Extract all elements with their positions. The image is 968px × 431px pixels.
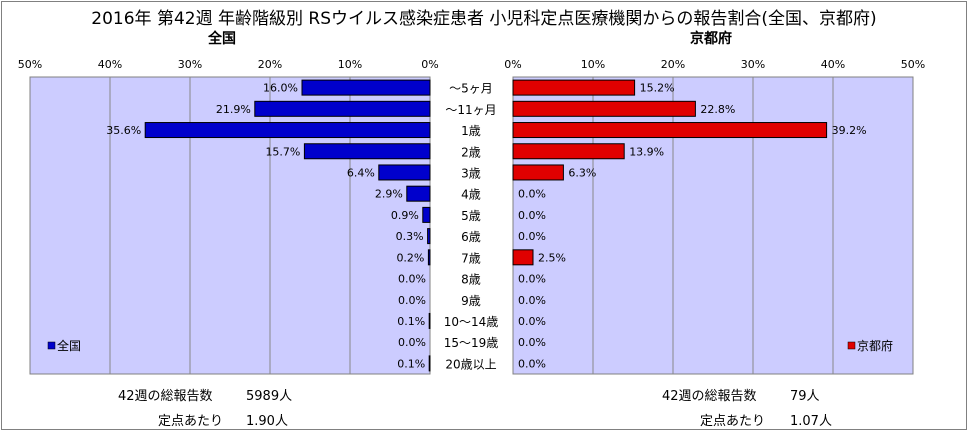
national-total-value: 5989人 xyxy=(246,389,293,404)
kyoto-per-label: 定点あたり xyxy=(700,414,766,429)
national-data-label: 0.3% xyxy=(396,230,424,243)
kyoto-tick-label: 0% xyxy=(504,58,521,71)
category-label: 4歳 xyxy=(461,188,481,202)
national-bar xyxy=(406,185,431,202)
category-label: 6歳 xyxy=(461,230,481,244)
category-label: 10～14歳 xyxy=(444,315,499,329)
category-label: 1歳 xyxy=(461,124,481,138)
kyoto-tick-label: 30% xyxy=(741,58,765,71)
kyoto-data-label: 39.2% xyxy=(832,124,867,137)
kyoto-data-label: 0.0% xyxy=(518,209,546,222)
national-bar xyxy=(428,312,431,329)
kyoto-per-value: 1.07人 xyxy=(790,414,832,429)
category-label: 15～19歳 xyxy=(444,336,499,350)
national-data-label: 0.9% xyxy=(391,209,419,222)
category-label: 20歳以上 xyxy=(445,357,496,371)
national-bar xyxy=(427,249,431,266)
kyoto-bar xyxy=(512,143,625,160)
category-label: 3歳 xyxy=(461,166,481,180)
national-data-label: 6.4% xyxy=(347,166,375,179)
national-tick-label: 10% xyxy=(338,58,362,71)
national-data-label: 0.2% xyxy=(396,251,424,264)
category-label: ～5ヶ月 xyxy=(449,82,493,96)
category-label: 5歳 xyxy=(461,209,481,223)
kyoto-legend-swatch xyxy=(847,341,856,350)
category-label: 8歳 xyxy=(461,273,481,287)
national-data-label: 0.0% xyxy=(398,336,426,349)
kyoto-data-label: 0.0% xyxy=(518,230,546,243)
category-label: 7歳 xyxy=(461,251,481,265)
national-tick-label: 20% xyxy=(258,58,282,71)
national-data-label: 16.0% xyxy=(263,82,298,95)
national-tick-label: 0% xyxy=(421,58,438,71)
national-per-label: 定点あたり xyxy=(158,414,224,429)
national-bar xyxy=(144,122,431,139)
kyoto-data-label: 0.0% xyxy=(518,357,546,370)
kyoto-data-label: 0.0% xyxy=(518,336,546,349)
national-data-label: 0.1% xyxy=(397,315,425,328)
kyoto-subtitle: 京都府 xyxy=(690,31,732,47)
kyoto-bar xyxy=(512,164,564,181)
kyoto-bar xyxy=(512,122,828,139)
kyoto-tick-label: 10% xyxy=(581,58,605,71)
national-data-label: 0.1% xyxy=(397,357,425,370)
chart-title: 2016年 第42週 年齢階級別 RSウイルス感染症患者 小児科定点医療機関から… xyxy=(91,9,877,29)
kyoto-data-label: 0.0% xyxy=(518,294,546,307)
national-plot-area xyxy=(29,76,431,375)
kyoto-legend-label: 京都府 xyxy=(857,338,893,353)
kyoto-data-label: 15.2% xyxy=(640,82,675,95)
national-bar xyxy=(378,164,431,181)
national-data-label: 35.6% xyxy=(106,124,141,137)
kyoto-data-label: 22.8% xyxy=(700,103,735,116)
national-bar xyxy=(254,100,431,117)
kyoto-data-label: 0.0% xyxy=(518,188,546,201)
national-bar xyxy=(422,206,431,223)
national-subtitle: 全国 xyxy=(208,31,236,47)
kyoto-total-label: 42週の総報告数 xyxy=(662,389,757,404)
kyoto-data-label: 6.3% xyxy=(568,166,596,179)
national-tick-label: 30% xyxy=(178,58,202,71)
national-bar xyxy=(301,79,431,96)
category-label: 2歳 xyxy=(461,145,481,159)
national-legend-swatch xyxy=(47,341,56,350)
kyoto-plot-area xyxy=(512,76,914,375)
national-bar xyxy=(427,228,431,245)
kyoto-data-label: 0.0% xyxy=(518,315,546,328)
kyoto-total-value: 79人 xyxy=(790,389,820,404)
kyoto-bar xyxy=(512,79,636,96)
national-bar xyxy=(428,355,431,372)
kyoto-data-label: 2.5% xyxy=(538,251,566,264)
national-data-label: 0.0% xyxy=(398,294,426,307)
national-data-label: 21.9% xyxy=(216,103,251,116)
category-label: ～11ヶ月 xyxy=(445,103,496,117)
national-total-label: 42週の総報告数 xyxy=(118,389,213,404)
kyoto-bar xyxy=(512,249,534,266)
category-label: 9歳 xyxy=(461,294,481,308)
kyoto-tick-label: 40% xyxy=(821,58,845,71)
national-tick-label: 40% xyxy=(98,58,122,71)
kyoto-bar xyxy=(512,100,696,117)
national-data-label: 2.9% xyxy=(375,188,403,201)
national-legend-label: 全国 xyxy=(57,338,81,353)
kyoto-data-label: 0.0% xyxy=(518,273,546,286)
national-bar xyxy=(303,143,431,160)
national-data-label: 15.7% xyxy=(265,145,300,158)
kyoto-data-label: 13.9% xyxy=(629,145,664,158)
national-per-value: 1.90人 xyxy=(246,414,288,429)
kyoto-tick-label: 50% xyxy=(901,58,925,71)
national-data-label: 0.0% xyxy=(398,273,426,286)
kyoto-tick-label: 20% xyxy=(661,58,685,71)
national-tick-label: 50% xyxy=(18,58,42,71)
